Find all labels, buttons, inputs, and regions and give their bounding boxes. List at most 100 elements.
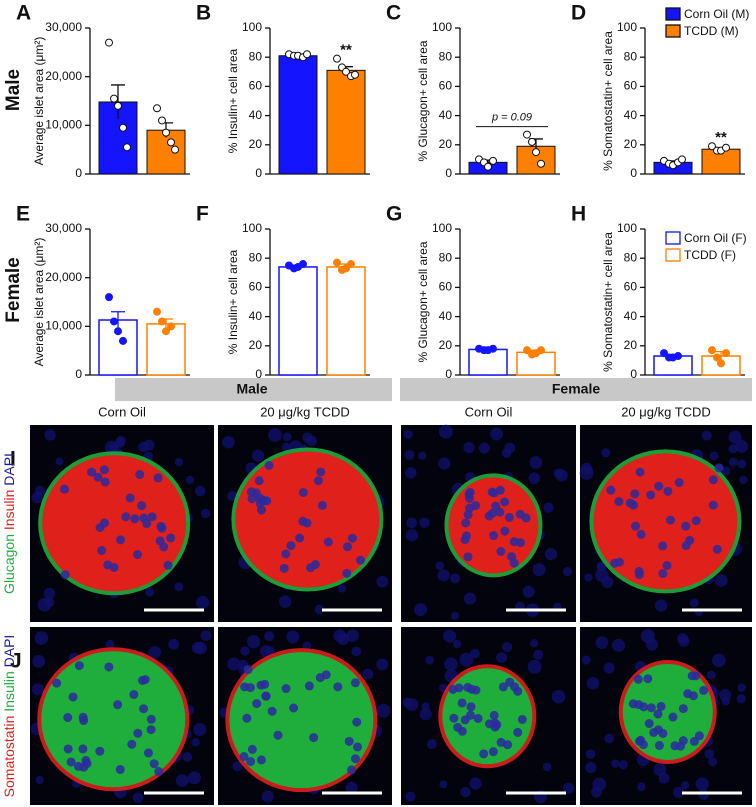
islet-nucleus <box>654 481 664 491</box>
islet-nucleus <box>78 712 88 722</box>
islet-nucleus <box>488 747 498 757</box>
nucleus <box>736 694 746 704</box>
islet-nucleus <box>496 737 506 747</box>
islet-nucleus <box>68 692 78 702</box>
data-point <box>523 130 531 139</box>
nucleus <box>618 760 628 770</box>
islet-nucleus <box>289 703 299 713</box>
islet-nucleus <box>614 557 624 567</box>
islet-nucleus <box>133 550 143 560</box>
nucleus <box>439 780 448 789</box>
nucleus <box>501 448 512 458</box>
nucleus <box>708 757 718 767</box>
nucleus <box>405 467 417 479</box>
islet-nucleus <box>517 714 527 724</box>
nucleus <box>148 646 161 659</box>
data-point <box>333 54 341 63</box>
data-point <box>158 116 166 125</box>
islet-nucleus <box>246 756 256 766</box>
y-tick-label: 40 <box>249 108 263 122</box>
nucleus <box>585 749 596 759</box>
nucleus <box>195 595 210 610</box>
nucleus <box>222 435 235 449</box>
islet-nucleus <box>273 730 283 740</box>
nucleus <box>435 561 445 571</box>
legend-swatch <box>665 231 681 245</box>
islet-nucleus <box>496 547 506 557</box>
y-tick-label: 100 <box>432 221 452 235</box>
nucleus <box>426 739 438 750</box>
islet-nucleus <box>504 512 514 522</box>
legend-swatch <box>665 7 681 21</box>
nucleus <box>579 466 594 480</box>
data-point <box>110 317 118 326</box>
legend-label: Corn Oil (M) <box>684 7 749 21</box>
nucleus <box>286 630 300 644</box>
y-tick-label: 60 <box>249 280 263 294</box>
islet-nucleus <box>243 665 253 675</box>
islet-nucleus <box>636 529 646 539</box>
nucleus <box>194 485 206 497</box>
data-point <box>119 123 127 132</box>
nucleus <box>105 639 115 649</box>
islet-nucleus <box>491 501 501 511</box>
data-point <box>105 38 113 47</box>
islet-nucleus <box>309 733 319 743</box>
islet-nucleus <box>137 501 147 511</box>
nucleus <box>246 634 261 649</box>
islet-nucleus <box>714 463 724 473</box>
data-point <box>528 137 536 146</box>
nucleus <box>654 599 668 612</box>
column-label: Corn Oil <box>465 404 513 419</box>
nucleus <box>737 459 747 469</box>
islet-nucleus <box>708 500 718 510</box>
stain-name: DAPI <box>1 635 17 672</box>
islet-nucleus <box>95 746 105 756</box>
nucleus <box>586 676 600 690</box>
nucleus <box>645 638 659 651</box>
stain-name: DAPI <box>1 453 17 490</box>
islet-nucleus <box>683 689 693 699</box>
nucleus <box>544 548 558 561</box>
data-point <box>110 94 118 103</box>
y-tick-label: 80 <box>249 49 263 63</box>
islet-nucleus <box>93 472 103 482</box>
islet-nucleus <box>317 500 327 510</box>
islet-nucleus <box>342 568 352 578</box>
islet-nucleus <box>691 671 701 681</box>
nucleus <box>450 573 461 584</box>
nucleus <box>450 611 460 620</box>
data-point <box>123 143 131 152</box>
islet-nucleus <box>625 498 635 508</box>
islet-nucleus <box>281 549 291 559</box>
y-tick-label: 100 <box>617 221 637 235</box>
islet <box>593 453 738 590</box>
nucleus <box>227 657 241 671</box>
islet-nucleus <box>316 467 326 477</box>
nucleus <box>581 655 591 665</box>
y-axis-label: % Somatostatin+ cell area <box>601 31 615 171</box>
stain-name: Glucagon <box>1 534 17 594</box>
group-label: Male <box>236 381 267 397</box>
y-tick-label: 0 <box>445 367 452 381</box>
islet-nucleus <box>63 713 73 723</box>
nucleus <box>44 597 55 608</box>
nucleus <box>132 792 144 803</box>
nucleus <box>194 641 207 655</box>
nucleus <box>43 587 56 600</box>
nucleus <box>443 629 457 643</box>
islet-nucleus <box>658 541 668 551</box>
islet-nucleus <box>264 460 274 470</box>
nucleus <box>174 458 183 467</box>
islet-nucleus <box>454 683 464 693</box>
islet-nucleus <box>261 691 271 701</box>
islet-nucleus <box>355 555 365 565</box>
nucleus <box>200 630 212 641</box>
islet-nucleus <box>59 484 69 494</box>
islet-nucleus <box>646 490 656 500</box>
islet-nucleus <box>449 713 459 723</box>
nucleus <box>601 448 611 458</box>
data-point <box>722 349 730 358</box>
y-tick-label: 30,000 <box>45 221 82 235</box>
islet-nucleus <box>457 698 467 708</box>
